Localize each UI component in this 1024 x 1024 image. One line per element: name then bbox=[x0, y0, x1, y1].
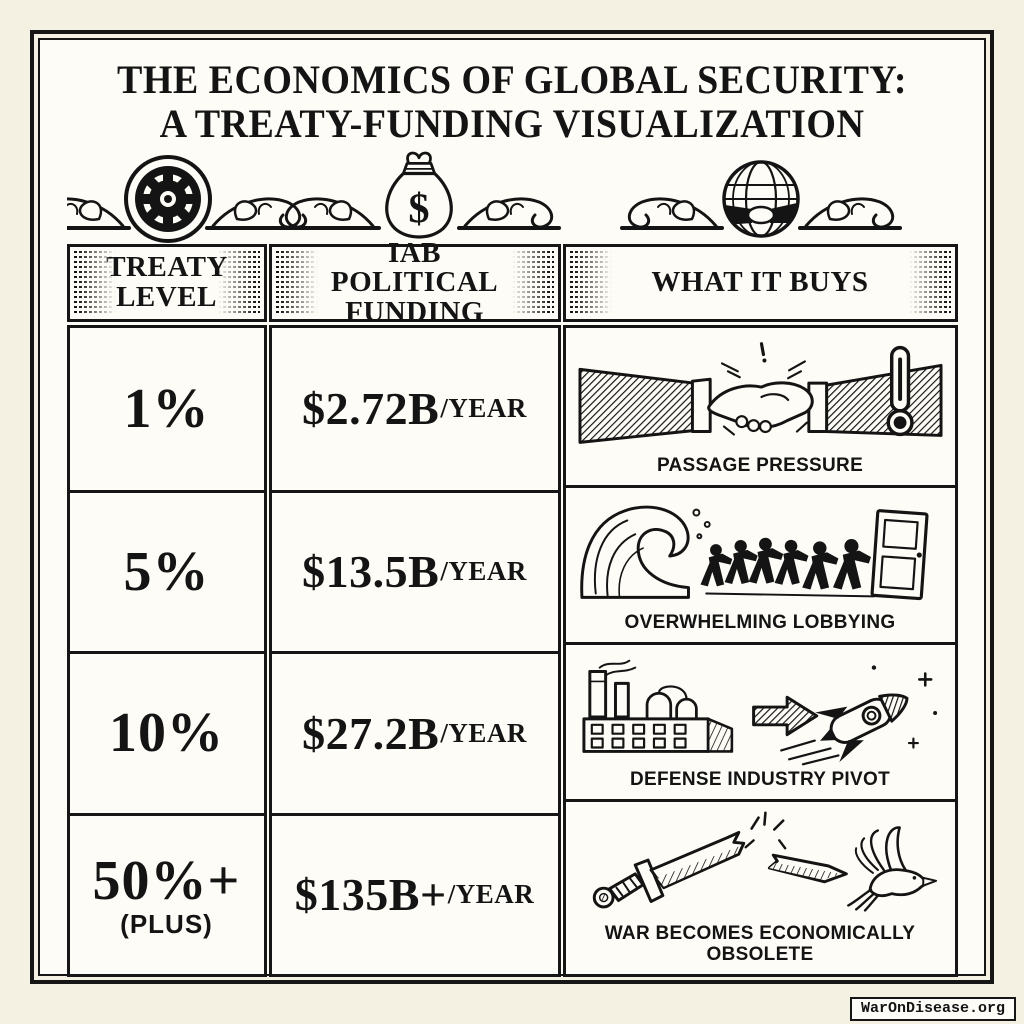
buys-caption: WAR BECOMES ECONOMICALLY OBSOLETE bbox=[604, 923, 916, 966]
header-iab-political-funding: IAB POLITICAL FUNDING bbox=[268, 238, 561, 327]
gear-icon bbox=[66, 155, 309, 243]
funding-value: $27.2B bbox=[302, 707, 440, 759]
ornament-band: $ bbox=[66, 150, 958, 244]
svg-text:$: $ bbox=[408, 185, 429, 232]
funding-value: $135B+ bbox=[294, 869, 447, 921]
funding-value: $13.5B bbox=[302, 546, 440, 598]
funding-suffix: /YEAR bbox=[440, 556, 527, 587]
treaty-level-value: 1% bbox=[123, 377, 210, 440]
table-row-funding: $2.72B /YEAR bbox=[272, 328, 558, 490]
table-row-buys: DEFENSE INDUSTRY PIVOT bbox=[565, 642, 955, 799]
arrow-right-icon bbox=[751, 695, 818, 736]
treaty-level-value: 50%+ bbox=[92, 850, 241, 913]
column-funding: $2.72B /YEAR $13.5B /YEAR $27.2B /YEAR bbox=[268, 325, 561, 977]
table-row-funding: $13.5B /YEAR bbox=[271, 489, 558, 652]
funding-suffix: /YEAR bbox=[440, 393, 527, 424]
handshake-thermometer-icon bbox=[572, 334, 949, 456]
rocket-icon bbox=[814, 693, 908, 762]
buys-caption: PASSAGE PRESSURE bbox=[656, 455, 864, 477]
door-icon bbox=[870, 508, 929, 600]
factory-icon bbox=[581, 659, 733, 753]
outer-frame: THE ECONOMICS OF GLOBAL SECURITY: A TREA… bbox=[30, 30, 994, 984]
table-row-level: 10% bbox=[69, 651, 264, 813]
inner-frame: THE ECONOMICS OF GLOBAL SECURITY: A TREA… bbox=[38, 38, 986, 977]
broken-sword-icon bbox=[592, 811, 848, 909]
header-label: WHAT IT BUYS bbox=[651, 266, 869, 299]
dove-icon bbox=[846, 826, 937, 912]
table-row-level: 50%+ (PLUS) bbox=[69, 812, 264, 975]
factory-to-rocket-icon bbox=[572, 651, 949, 770]
column-treaty-level: 1% 5% 10% 50%+ (PLUS) bbox=[66, 325, 267, 977]
funding-suffix: /YEAR bbox=[447, 879, 535, 910]
header-treaty-level: TREATY LEVEL bbox=[66, 244, 267, 322]
buys-caption: OVERWHELMING LOBBYING bbox=[624, 612, 896, 634]
funding-suffix: /YEAR bbox=[440, 717, 527, 748]
table-row-buys: PASSAGE PRESSURE bbox=[566, 328, 955, 485]
header-what-it-buys: WHAT IT BUYS bbox=[562, 244, 958, 322]
table-row-buys: WAR BECOMES ECONOMICALLY OBSOLETE bbox=[565, 799, 955, 974]
treaty-funding-table: TREATY LEVEL IAB POLITICAL FUNDING WHAT … bbox=[66, 238, 958, 977]
broken-sword-dove-icon bbox=[572, 808, 949, 924]
treaty-level-value: 10% bbox=[109, 702, 224, 765]
thermometer-icon bbox=[886, 346, 914, 437]
treaty-level-note: (PLUS) bbox=[120, 909, 213, 940]
title-line-1: THE ECONOMICS OF GLOBAL SECURITY: bbox=[117, 57, 907, 102]
header-label: TREATY LEVEL bbox=[106, 251, 228, 313]
table-row-buys: OVERWHELMING LOBBYING bbox=[565, 485, 955, 642]
table-row-level: 5% bbox=[69, 489, 264, 652]
page-title: THE ECONOMICS OF GLOBAL SECURITY: A TREA… bbox=[64, 58, 961, 146]
title-line-2: A TREATY-FUNDING VISUALIZATION bbox=[159, 101, 865, 146]
funding-value: $2.72B bbox=[302, 383, 440, 435]
treaty-level-value: 5% bbox=[123, 540, 210, 603]
watermark: WarOnDisease.org bbox=[849, 997, 1016, 1021]
table-row-funding: $27.2B /YEAR bbox=[271, 651, 558, 813]
table-row-level: 1% bbox=[70, 328, 264, 490]
column-what-it-buys: PASSAGE PRESSURE bbox=[562, 325, 958, 977]
header-label: IAB POLITICAL FUNDING bbox=[330, 236, 499, 328]
wave-crowd-door-icon bbox=[572, 494, 949, 613]
table-row-funding: $135B+ /YEAR bbox=[271, 812, 558, 975]
money-bag-icon: $ bbox=[276, 151, 561, 239]
buys-caption: DEFENSE INDUSTRY PIVOT bbox=[630, 769, 890, 791]
globe-handshake-icon bbox=[619, 160, 902, 238]
